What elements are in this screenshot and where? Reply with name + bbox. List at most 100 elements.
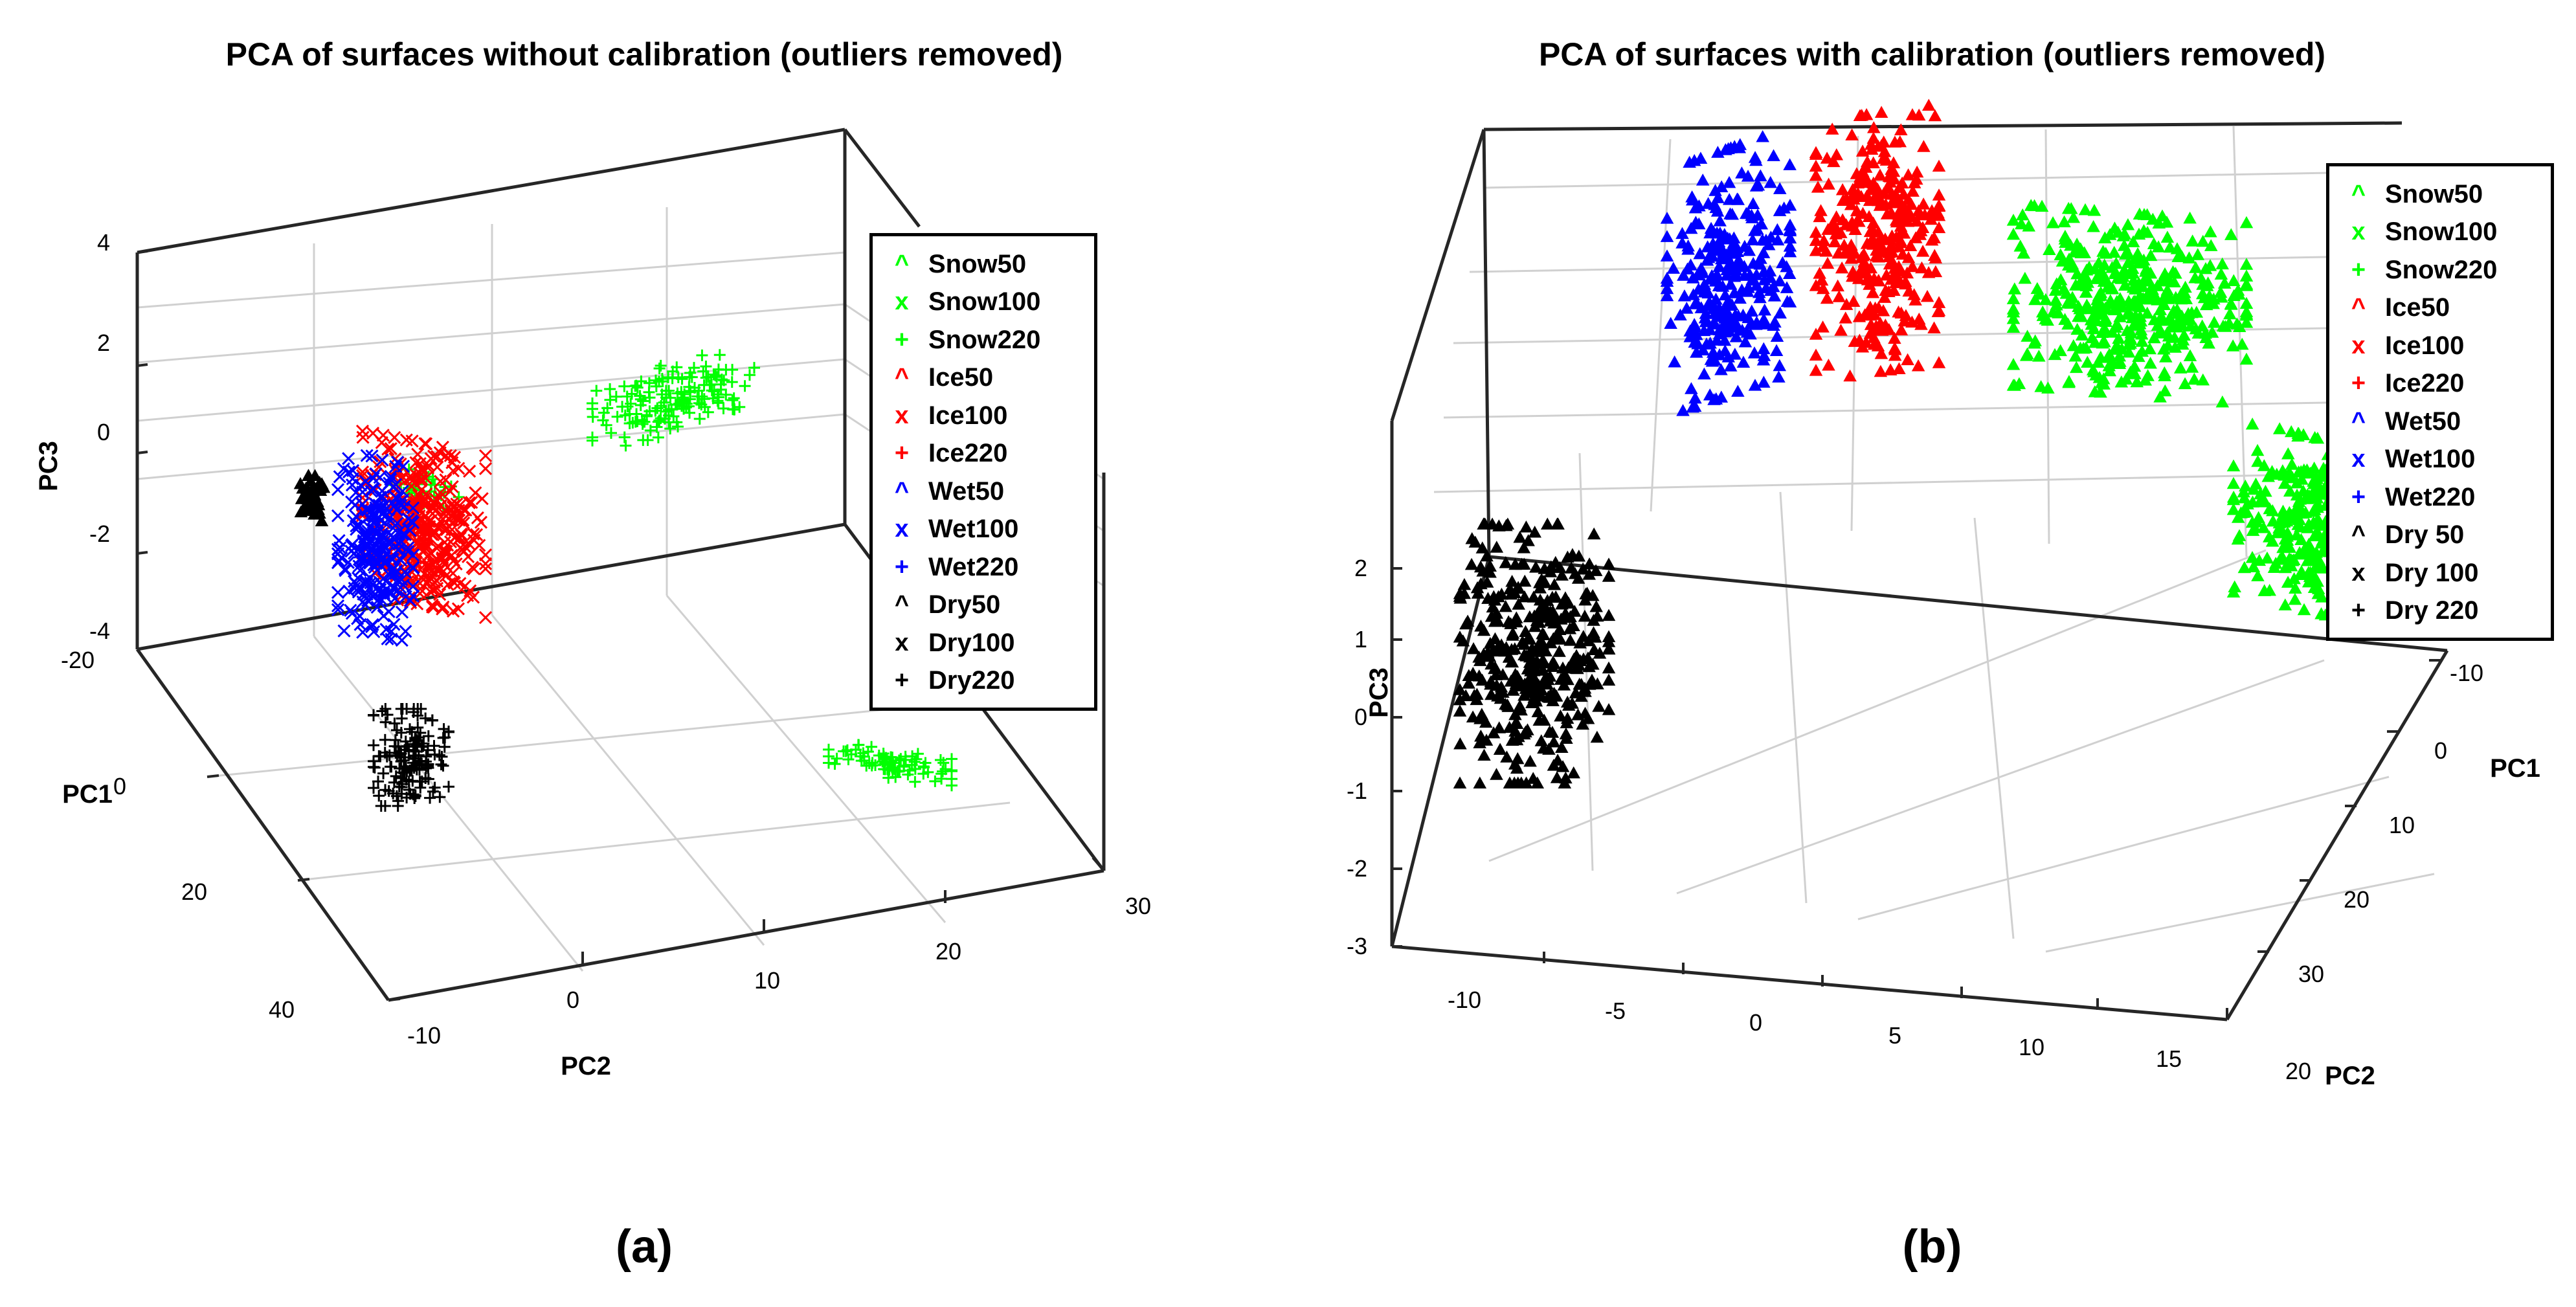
data-point (1532, 713, 1547, 726)
data-point (2105, 282, 2119, 295)
data-point (2239, 258, 2254, 270)
data-point (644, 405, 656, 418)
data-point (1563, 634, 1577, 646)
data-point (1783, 158, 1797, 170)
data-point (1543, 725, 1556, 737)
data-point (1554, 709, 1567, 722)
data-point (909, 776, 921, 788)
data-point (418, 558, 432, 572)
data-point (644, 392, 656, 404)
legend-label: Snow100 (928, 287, 1041, 317)
data-point (1714, 363, 1728, 375)
data-point (427, 565, 441, 579)
data-point (331, 599, 345, 613)
data-point (436, 440, 449, 454)
data-point (302, 500, 315, 513)
data-point (1809, 234, 1823, 246)
data-point (1764, 175, 1778, 188)
data-point (1901, 168, 1915, 181)
data-point (1773, 182, 1787, 194)
legend-label: Dry50 (928, 590, 1001, 620)
data-point (1558, 776, 1572, 788)
data-point (1582, 557, 1596, 570)
legend-label: Dry 220 (2385, 596, 2479, 625)
data-point (1546, 656, 1560, 668)
data-point (1741, 285, 1754, 297)
tick-label-z: 4 (97, 229, 110, 256)
data-point (700, 372, 712, 384)
data-point (672, 371, 684, 383)
data-point (652, 416, 664, 428)
data-point (293, 477, 308, 489)
data-point (1783, 245, 1797, 258)
data-point (1866, 232, 1879, 244)
data-point (2098, 322, 2112, 335)
data-point (610, 390, 622, 403)
data-point (1559, 727, 1573, 740)
data-point (1536, 653, 1550, 666)
data-point (1518, 557, 1531, 570)
data-point (2288, 592, 2302, 605)
data-point (1931, 305, 1945, 317)
chart-a-box (135, 128, 1106, 1002)
data-point (2043, 243, 2056, 255)
legend-marker: ^ (894, 364, 910, 392)
data-point (1809, 159, 1823, 172)
data-point (2161, 339, 2175, 351)
data-point (331, 586, 345, 599)
data-point (420, 772, 432, 785)
data-point (373, 790, 385, 802)
data-point (2101, 351, 2114, 363)
data-point (726, 394, 739, 407)
data-point (1783, 295, 1797, 307)
data-point (2287, 572, 2301, 585)
data-point (399, 735, 412, 748)
data-point (2126, 235, 2140, 247)
data-point (1499, 599, 1512, 612)
tick-label-y: 15 (2156, 1045, 2182, 1072)
data-point (1664, 317, 1677, 329)
data-point (2195, 287, 2210, 300)
data-point (346, 514, 360, 528)
data-point (2066, 210, 2081, 223)
data-point (1483, 636, 1497, 649)
legend-label: Wet50 (2385, 407, 2461, 436)
data-point (1586, 658, 1600, 670)
legend-marker: + (2351, 597, 2366, 625)
data-point (1771, 223, 1784, 236)
data-point (1496, 686, 1510, 698)
data-point (389, 734, 401, 746)
data-point (1465, 532, 1479, 544)
data-point (937, 757, 950, 769)
legend-item: ^ Wet50 (887, 473, 1075, 511)
data-point (1921, 98, 1936, 111)
tick-label-x: 30 (2298, 961, 2324, 987)
data-point (2246, 560, 2261, 572)
data-point (1472, 669, 1486, 682)
data-point (379, 703, 392, 715)
data-point (2188, 271, 2202, 284)
data-point (1660, 249, 1674, 262)
tick-label-x: 0 (113, 773, 126, 799)
data-point (1602, 673, 1616, 686)
data-point (2239, 315, 2254, 328)
data-point (430, 493, 443, 507)
data-point (2159, 350, 2173, 363)
data-point (1602, 557, 1616, 570)
data-point (341, 555, 355, 570)
data-point (1748, 379, 1762, 391)
data-point (651, 402, 664, 414)
data-point (368, 709, 379, 722)
data-point (401, 703, 413, 715)
data-point (1731, 193, 1745, 205)
data-point (1554, 612, 1568, 625)
legend-marker: + (894, 667, 910, 695)
data-point (1518, 638, 1531, 650)
legend-item: + Dry 220 (2344, 592, 2531, 631)
data-point (1905, 108, 1920, 120)
data-point (1887, 156, 1901, 169)
data-point (1503, 721, 1516, 733)
data-point (1864, 138, 1878, 150)
data-point (402, 591, 416, 605)
data-point (415, 755, 427, 767)
